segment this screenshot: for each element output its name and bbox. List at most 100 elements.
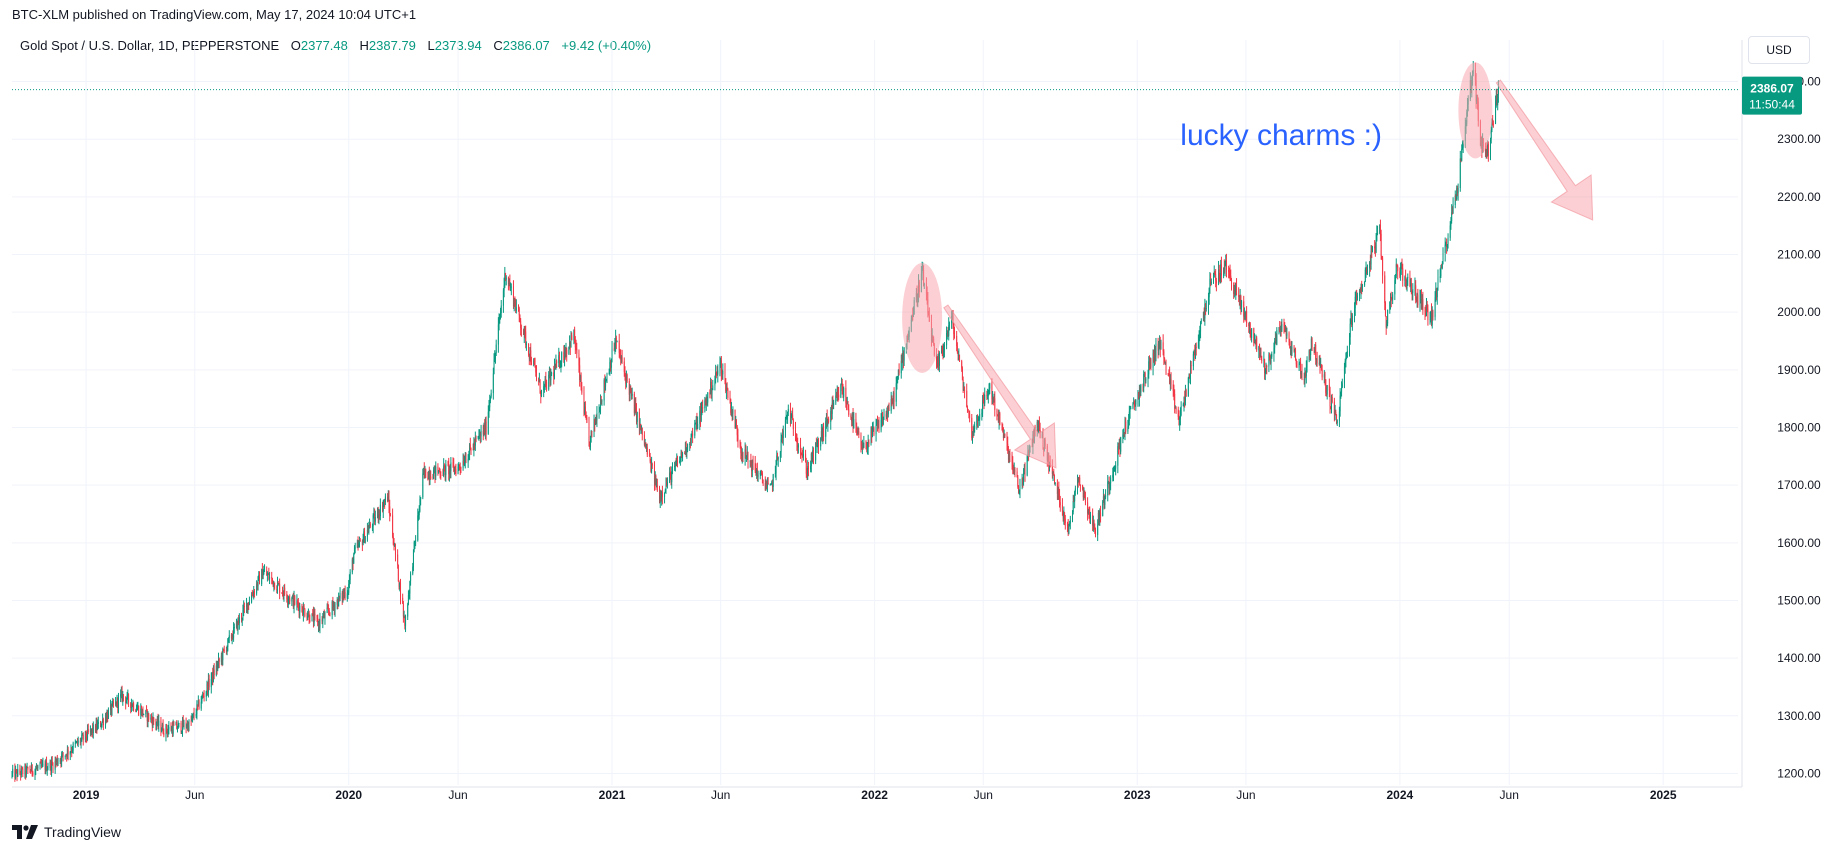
candle-body [337, 599, 339, 607]
candle-body [860, 435, 862, 447]
candle-body [1128, 420, 1130, 427]
candle-body [1011, 454, 1013, 463]
candle-body [1218, 269, 1220, 278]
candle-body [1338, 411, 1340, 421]
candle-body [856, 431, 858, 435]
candle-body [200, 701, 202, 709]
candle-body [1407, 276, 1409, 278]
candle-body [742, 453, 744, 459]
candle-body [802, 453, 804, 457]
candle-body [397, 554, 399, 565]
candle-body [1137, 392, 1139, 400]
axes: 1200.00 1300.00 1400.00 1500.00 1600.00 1700.… [12, 40, 1821, 802]
candle-body [974, 425, 976, 429]
candle-body [173, 724, 175, 726]
candle-body [1159, 339, 1161, 349]
candle-body [462, 460, 464, 469]
candle-body [1275, 338, 1277, 345]
candle-body [694, 423, 696, 425]
symbol-title[interactable]: Gold Spot / U.S. Dollar, 1D, PEPPERSTONE [20, 38, 280, 53]
candle-body [1279, 328, 1281, 332]
candle-body [1422, 299, 1424, 311]
candle-body [464, 458, 466, 463]
candle-body [1240, 295, 1242, 308]
candle-body [866, 446, 868, 450]
candle-body [1117, 446, 1119, 466]
candle-body [840, 384, 842, 398]
candle-body [747, 452, 749, 463]
candle-body [206, 683, 208, 692]
candle-body [202, 695, 204, 697]
candle-body [1009, 453, 1011, 455]
candle-body [459, 464, 461, 468]
tradingview-logo-icon [12, 825, 38, 839]
candle-body [518, 308, 520, 316]
candle-body [1404, 277, 1406, 281]
candle-body [1416, 294, 1418, 301]
candle-body [651, 464, 653, 472]
candle-body [1197, 341, 1199, 348]
candle-body [1208, 287, 1210, 298]
candle-body [543, 383, 545, 387]
candle-body [327, 607, 329, 609]
candle-body [448, 464, 450, 475]
candle-body [720, 360, 722, 363]
candle-body [766, 485, 768, 487]
candle-body [1394, 280, 1396, 295]
candle-body [540, 392, 542, 396]
candle-body [428, 472, 430, 480]
candle-body [1487, 143, 1489, 157]
candle-body [1410, 282, 1412, 292]
candle-body [1058, 488, 1060, 495]
candle-body [328, 608, 330, 612]
candle-body [117, 696, 119, 708]
candle-body [171, 727, 173, 734]
candle-body [110, 704, 112, 711]
candle-body [1038, 421, 1040, 430]
candle-body [59, 759, 61, 762]
candle-body [1405, 281, 1407, 288]
candle-body [71, 750, 73, 752]
candle-body [635, 407, 637, 422]
candle-body [741, 453, 743, 456]
candle-body [1082, 489, 1084, 498]
candle-body [544, 379, 546, 384]
footer-brand[interactable]: TradingView [12, 824, 121, 840]
candle-body [800, 445, 802, 454]
candle-body [123, 694, 125, 698]
candle-body [261, 569, 263, 585]
price-tag: 2386.07 11:50:44 [12, 76, 1802, 115]
candle-body [356, 542, 358, 548]
candle-body [1177, 409, 1179, 417]
candle-body [115, 701, 117, 705]
candle-body [625, 374, 627, 384]
candle-body [1390, 297, 1392, 299]
candle-body [294, 596, 296, 605]
candle-body [815, 442, 817, 461]
candle-body [136, 708, 138, 710]
candle-body [669, 472, 671, 483]
candle-body [125, 700, 127, 704]
candle-body [256, 583, 258, 594]
candle-body [774, 473, 776, 475]
currency-button[interactable]: USD [1748, 36, 1810, 64]
candle-body [1112, 474, 1114, 478]
candle-body [966, 407, 968, 410]
y-tick-label: 1900.00 [1777, 363, 1821, 377]
candle-body [371, 526, 373, 528]
candle-body [605, 380, 607, 382]
candle-body [65, 754, 67, 756]
y-tick-label: 1800.00 [1777, 421, 1821, 435]
candle-body [810, 465, 812, 470]
candle-body [82, 734, 84, 740]
candle-body [195, 714, 197, 717]
candle-body [707, 392, 709, 403]
candle-body [308, 612, 310, 621]
candle-body [1079, 477, 1081, 485]
candle-body [157, 718, 159, 726]
candle-body [515, 307, 517, 311]
candle-body [1089, 514, 1091, 519]
candle-body [1330, 406, 1332, 409]
candle-body [1445, 243, 1447, 245]
